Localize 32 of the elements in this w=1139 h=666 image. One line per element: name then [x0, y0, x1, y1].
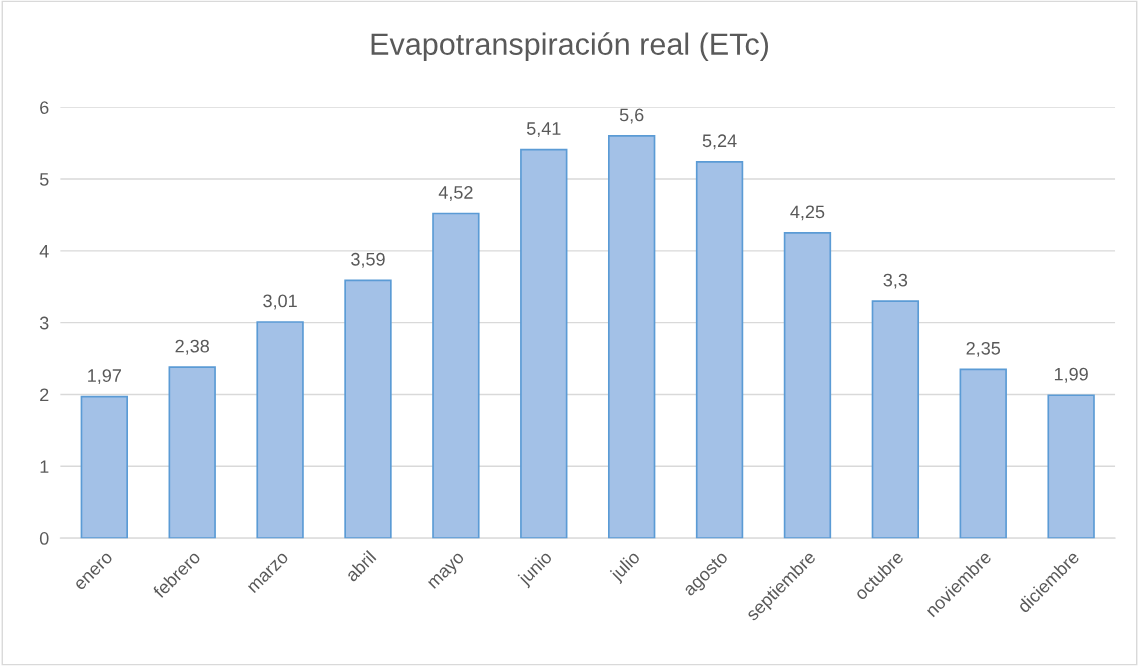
- y-tick-label: 2: [40, 388, 49, 402]
- bar: [168, 366, 216, 539]
- bar: [256, 321, 304, 539]
- bar: [432, 212, 480, 539]
- y-tick-label: 4: [39, 244, 49, 258]
- bar: [80, 395, 129, 539]
- data-label: 5,41: [526, 122, 561, 138]
- bar: [520, 148, 568, 539]
- y-tick-label: 3: [39, 316, 49, 330]
- bar: [607, 135, 656, 539]
- data-label: 4,25: [790, 205, 825, 221]
- data-label: 3,01: [263, 294, 297, 310]
- data-label: 5,24: [702, 134, 737, 150]
- bar: [344, 279, 392, 539]
- y-tick-label: 5: [39, 173, 49, 186]
- y-tick-label: 6: [40, 101, 49, 114]
- data-label: 3,59: [351, 252, 385, 268]
- data-label: 2,38: [175, 339, 209, 355]
- chart-title: Evapotranspiración real (ETc): [371, 32, 768, 62]
- data-label: 4,52: [438, 186, 473, 201]
- bar: [871, 300, 920, 539]
- data-label: 2,35: [966, 341, 1001, 357]
- data-label: 1,97: [88, 369, 121, 385]
- bar: [1047, 394, 1095, 539]
- bar: [695, 160, 744, 539]
- y-tick-label: 1: [40, 460, 49, 473]
- bar: [959, 368, 1007, 539]
- y-tick-label: 0: [39, 532, 49, 545]
- data-label: 5,6: [619, 108, 644, 124]
- data-label: 1,99: [1054, 367, 1088, 383]
- bar: [783, 232, 832, 539]
- data-label: 3,3: [883, 273, 908, 289]
